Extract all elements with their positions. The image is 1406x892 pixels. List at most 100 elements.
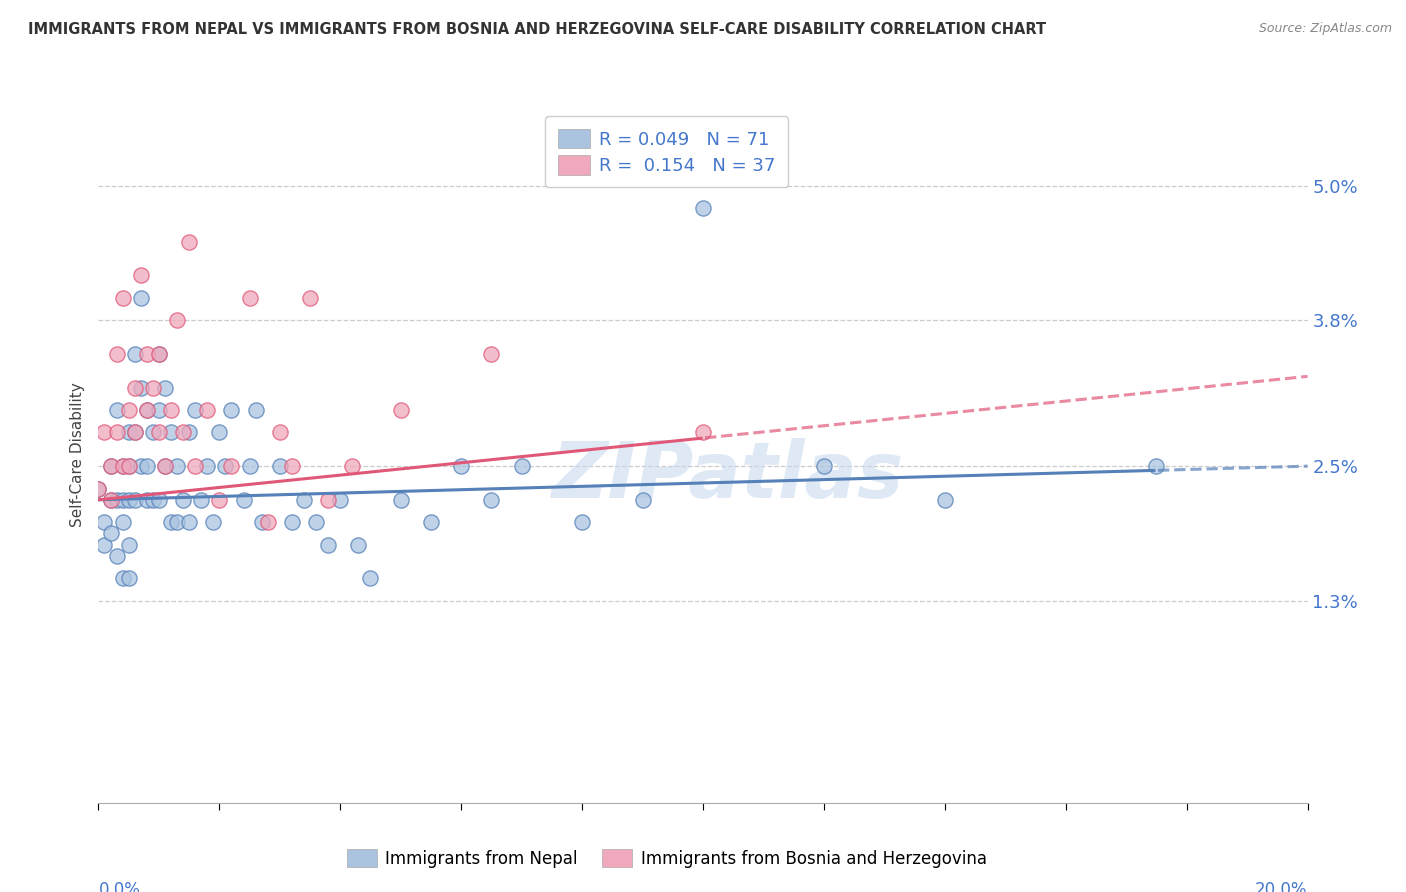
Point — [172, 492, 194, 507]
Legend: Immigrants from Nepal, Immigrants from Bosnia and Herzegovina: Immigrants from Nepal, Immigrants from B… — [336, 839, 997, 878]
Text: 0.0%: 0.0% — [98, 881, 141, 892]
Point — [571, 515, 593, 529]
Point — [389, 492, 412, 507]
Point — [124, 425, 146, 440]
Point — [184, 403, 207, 417]
Point — [105, 549, 128, 563]
Point — [450, 459, 472, 474]
Point — [329, 492, 352, 507]
Point — [148, 425, 170, 440]
Point — [153, 381, 176, 395]
Point — [510, 459, 533, 474]
Point — [124, 381, 146, 395]
Point — [100, 492, 122, 507]
Point — [118, 459, 141, 474]
Point — [299, 291, 322, 305]
Point — [195, 459, 218, 474]
Point — [208, 492, 231, 507]
Point — [142, 381, 165, 395]
Point — [281, 459, 304, 474]
Point — [118, 492, 141, 507]
Point — [100, 526, 122, 541]
Point — [631, 492, 654, 507]
Point — [281, 515, 304, 529]
Point — [934, 492, 956, 507]
Point — [118, 459, 141, 474]
Point — [111, 492, 134, 507]
Point — [239, 459, 262, 474]
Point — [87, 482, 110, 496]
Point — [179, 425, 201, 440]
Point — [111, 459, 134, 474]
Point — [111, 515, 134, 529]
Point — [292, 492, 315, 507]
Point — [481, 492, 503, 507]
Point — [360, 571, 382, 585]
Point — [190, 492, 212, 507]
Point — [1144, 459, 1167, 474]
Point — [179, 235, 201, 249]
Point — [111, 291, 134, 305]
Point — [269, 425, 291, 440]
Point — [184, 459, 207, 474]
Point — [160, 515, 183, 529]
Point — [135, 347, 157, 361]
Point — [202, 515, 225, 529]
Point — [93, 425, 115, 440]
Point — [129, 381, 152, 395]
Text: 20.0%: 20.0% — [1256, 881, 1308, 892]
Point — [135, 403, 157, 417]
Text: IMMIGRANTS FROM NEPAL VS IMMIGRANTS FROM BOSNIA AND HERZEGOVINA SELF-CARE DISABI: IMMIGRANTS FROM NEPAL VS IMMIGRANTS FROM… — [28, 22, 1046, 37]
Point — [166, 515, 188, 529]
Point — [692, 425, 714, 440]
Point — [389, 403, 412, 417]
Point — [142, 425, 165, 440]
Point — [208, 425, 231, 440]
Point — [118, 571, 141, 585]
Point — [124, 492, 146, 507]
Y-axis label: Self-Care Disability: Self-Care Disability — [70, 383, 86, 527]
Point — [179, 515, 201, 529]
Point — [153, 459, 176, 474]
Point — [105, 425, 128, 440]
Point — [232, 492, 254, 507]
Point — [129, 459, 152, 474]
Point — [129, 291, 152, 305]
Point — [100, 459, 122, 474]
Point — [347, 538, 370, 552]
Point — [129, 268, 152, 283]
Point — [221, 403, 243, 417]
Point — [813, 459, 835, 474]
Text: ZIPatlas: ZIPatlas — [551, 438, 903, 514]
Point — [142, 492, 165, 507]
Point — [87, 482, 110, 496]
Point — [105, 347, 128, 361]
Point — [160, 425, 183, 440]
Point — [118, 538, 141, 552]
Point — [245, 403, 267, 417]
Point — [316, 538, 339, 552]
Point — [342, 459, 364, 474]
Point — [135, 403, 157, 417]
Point — [153, 459, 176, 474]
Point — [305, 515, 328, 529]
Point — [148, 403, 170, 417]
Point — [316, 492, 339, 507]
Point — [692, 201, 714, 215]
Point — [105, 403, 128, 417]
Point — [269, 459, 291, 474]
Point — [250, 515, 273, 529]
Point — [148, 347, 170, 361]
Point — [93, 538, 115, 552]
Point — [221, 459, 243, 474]
Point — [105, 492, 128, 507]
Point — [166, 459, 188, 474]
Point — [256, 515, 278, 529]
Point — [93, 515, 115, 529]
Point — [118, 425, 141, 440]
Point — [118, 403, 141, 417]
Point — [148, 492, 170, 507]
Point — [135, 459, 157, 474]
Point — [166, 313, 188, 327]
Point — [111, 571, 134, 585]
